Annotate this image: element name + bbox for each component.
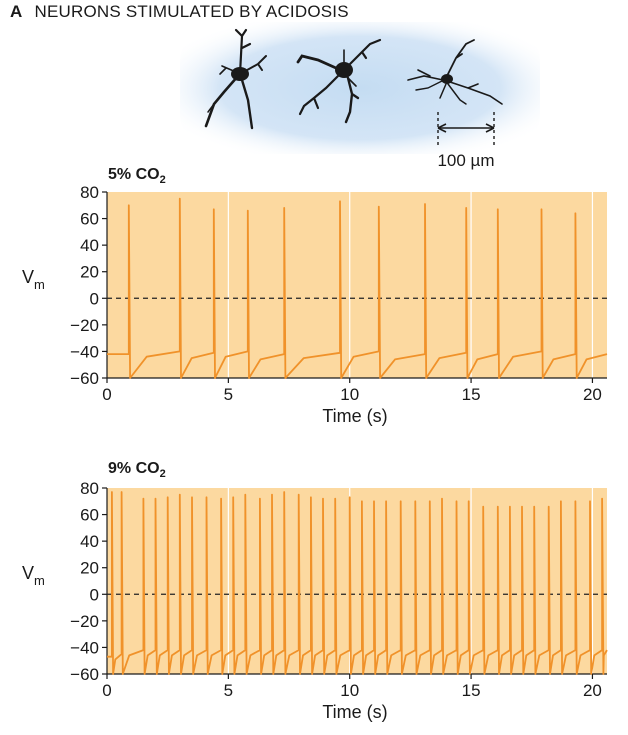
y-tick-label: 0 [90,585,99,604]
y-tick-label: 60 [80,210,99,229]
x-tick-label: 5 [224,681,233,700]
y-tick-label: −60 [70,369,99,388]
y-tick-label: 20 [80,559,99,578]
x-tick-label: 15 [462,681,481,700]
y-tick-label: 60 [80,506,99,525]
y-tick-label: 0 [90,289,99,308]
x-tick-label: 15 [462,385,481,404]
y-tick-label: −20 [70,316,99,335]
scale-bar-label: 100 µm [437,151,494,170]
chart-title: 9% CO2 [108,460,166,480]
neuron-illustration: 100 µm [180,22,540,170]
y-axis-title: Vm [22,563,45,588]
chart-title: 5% CO2 [108,166,166,186]
y-axis-title: Vm [22,267,45,292]
x-axis-title: Time (s) [322,702,387,722]
plot-area [107,192,607,378]
y-tick-label: 40 [80,236,99,255]
y-tick-label: −40 [70,342,99,361]
plot-area [107,488,607,674]
x-tick-label: 10 [340,681,359,700]
x-tick-label: 0 [102,681,111,700]
x-tick-label: 20 [583,385,602,404]
x-tick-label: 5 [224,385,233,404]
y-tick-label: 80 [80,479,99,498]
y-tick-label: 80 [80,183,99,202]
x-tick-label: 10 [340,385,359,404]
illustration-halo [180,22,540,154]
y-tick-label: −20 [70,612,99,631]
y-tick-label: −40 [70,638,99,657]
x-axis-title: Time (s) [322,406,387,426]
y-tick-label: −60 [70,665,99,684]
x-tick-label: 20 [583,681,602,700]
x-tick-label: 0 [102,385,111,404]
y-tick-label: 40 [80,532,99,551]
y-tick-label: 20 [80,263,99,282]
